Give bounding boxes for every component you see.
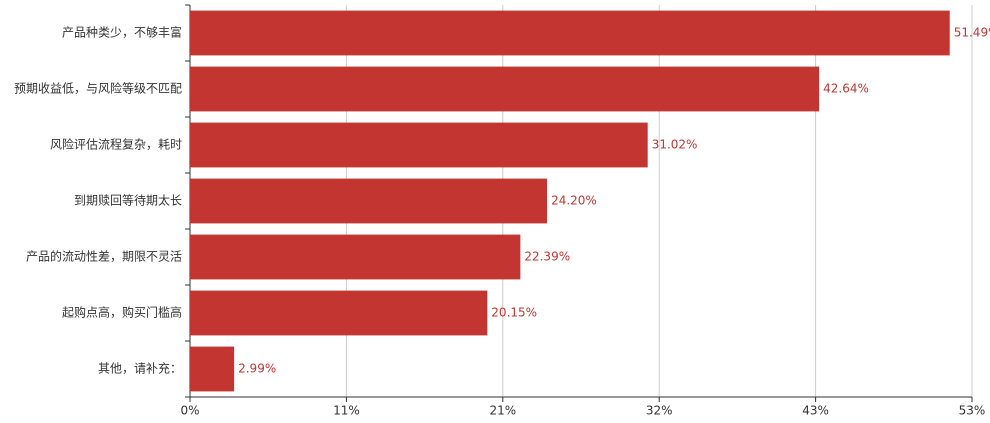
- y-tick-label: 其他，请补充：: [98, 361, 182, 376]
- bar: [190, 66, 820, 112]
- data-label: 42.64%: [823, 82, 869, 96]
- data-label: 22.39%: [524, 250, 570, 264]
- bar: [190, 346, 235, 392]
- data-label: 24.20%: [551, 194, 597, 208]
- bar: [190, 178, 548, 224]
- bar: [190, 10, 950, 56]
- x-tick-label: 0%: [180, 404, 199, 418]
- x-tick-label: 21%: [489, 404, 516, 418]
- data-label: 2.99%: [238, 362, 276, 376]
- y-tick-label: 产品种类少，不够丰富: [62, 25, 182, 40]
- bar: [190, 290, 488, 336]
- y-tick-label: 到期赎回等待期太长: [74, 193, 182, 208]
- x-tick-label: 32%: [646, 404, 673, 418]
- x-tick-label: 53%: [959, 404, 986, 418]
- bar: [190, 234, 521, 280]
- y-tick-label: 预期收益低，与风险等级不匹配: [14, 81, 182, 96]
- y-tick-label: 产品的流动性差，期限不灵活: [26, 249, 182, 264]
- data-label: 51.49%: [954, 26, 990, 40]
- data-label: 31.02%: [652, 138, 698, 152]
- y-tick-label: 风险评估流程复杂，耗时: [50, 137, 182, 152]
- data-label: 20.15%: [491, 306, 537, 320]
- y-tick-label: 起购点高，购买门槛高: [62, 305, 182, 320]
- x-tick-label: 43%: [802, 404, 829, 418]
- bar: [190, 122, 648, 168]
- x-tick-label: 11%: [333, 404, 360, 418]
